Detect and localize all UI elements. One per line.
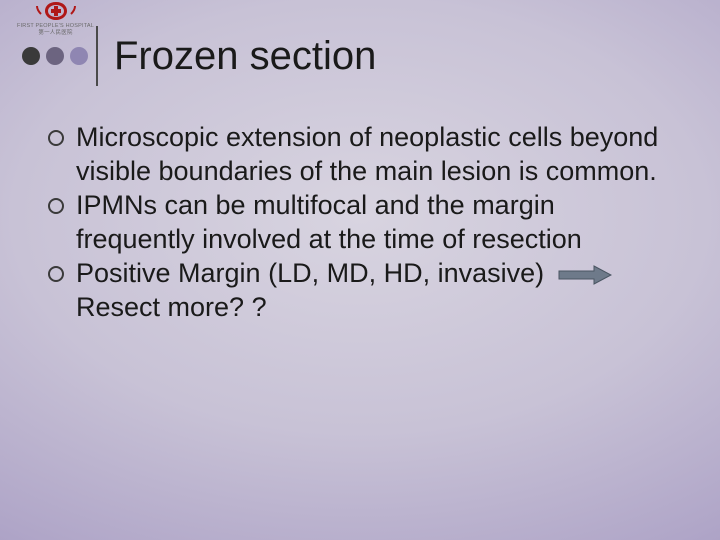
bullet-text: IPMNs can be multifocal and the margin f… [76,190,582,254]
bullet-text: Positive Margin (LD, MD, HD, invasive) [76,258,544,288]
slide-header: Frozen section [20,24,720,88]
header-dots [22,47,88,65]
bullet-item: IPMNs can be multifocal and the margin f… [46,188,680,256]
bullet-item: Microscopic extension of neoplastic cell… [46,120,680,188]
slide-body: Microscopic extension of neoplastic cell… [46,120,680,324]
dot-1 [22,47,40,65]
logo-emblem [31,0,81,22]
header-divider [96,26,98,86]
slide-title: Frozen section [114,34,376,79]
bullet-text: Microscopic extension of neoplastic cell… [76,122,658,186]
followup-text: Resect more? ? [76,292,267,322]
arrow-icon [558,265,612,285]
bullet-item: Positive Margin (LD, MD, HD, invasive) R… [46,256,680,324]
dot-2 [46,47,64,65]
dot-3 [70,47,88,65]
bullet-list: Microscopic extension of neoplastic cell… [46,120,680,324]
